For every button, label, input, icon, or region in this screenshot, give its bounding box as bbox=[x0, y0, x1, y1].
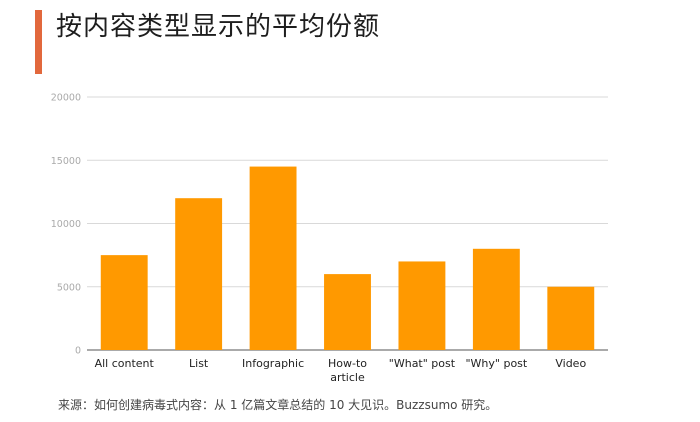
y-tick-label: 5000 bbox=[57, 282, 81, 293]
x-tick-label: List bbox=[189, 357, 209, 370]
source-note: 来源：如何创建病毒式内容：从 1 亿篇文章总结的 10 大见识。Buzzsumo… bbox=[58, 398, 498, 412]
x-tick-label: article bbox=[330, 371, 365, 384]
y-tick-label: 10000 bbox=[51, 219, 81, 230]
x-tick-label: "What" post bbox=[389, 357, 456, 370]
x-tick-label: Infographic bbox=[242, 357, 304, 370]
bar bbox=[249, 166, 297, 350]
x-tick-label: Video bbox=[555, 357, 586, 370]
bar bbox=[175, 198, 223, 350]
bar bbox=[472, 248, 520, 350]
x-tick-label: All content bbox=[95, 357, 155, 370]
y-tick-label: 20000 bbox=[51, 93, 81, 104]
bar bbox=[398, 261, 446, 350]
y-tick-label: 0 bbox=[75, 346, 81, 357]
page-title: 按内容类型显示的平均份额 bbox=[56, 12, 381, 42]
x-tick-label: "Why" post bbox=[465, 357, 527, 370]
x-tick-label: How-to bbox=[328, 357, 367, 370]
bar bbox=[100, 255, 148, 350]
bar bbox=[547, 286, 595, 350]
title-accent-bar bbox=[35, 10, 42, 74]
y-tick-label: 15000 bbox=[51, 156, 81, 167]
bar bbox=[324, 274, 371, 350]
